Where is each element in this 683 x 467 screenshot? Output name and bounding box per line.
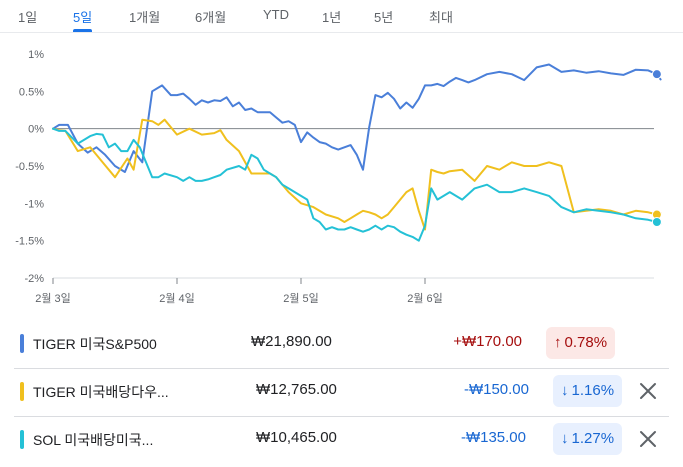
- active-tab-indicator: [73, 29, 93, 32]
- tab-5[interactable]: 1년: [322, 7, 341, 26]
- y-tick-label: 0%: [28, 124, 44, 136]
- arrow-down-icon: ↓: [561, 430, 569, 447]
- close-icon-stroke: [640, 431, 656, 447]
- comparison-chart: 1% 0.5% 0% -0.5% -1% -1.5% -2% 2월 3일 2월 4일 2월 5일 2…: [0, 36, 683, 314]
- tab-label: 5일: [73, 10, 93, 25]
- x-tick-label: 2월 6일: [407, 291, 443, 305]
- y-tick-label: -2%: [24, 273, 44, 285]
- y-tick-label: -1%: [24, 198, 44, 210]
- arrow-up-icon: ↑: [554, 334, 562, 351]
- y-tick-label: -1.5%: [15, 236, 44, 248]
- tab-4[interactable]: YTD: [263, 7, 289, 22]
- row-divider: [14, 416, 669, 417]
- chart-svg: 1% 0.5% 0% -0.5% -1% -1.5% -2% 2월 3일 2월 4일 2월 5일 2…: [15, 49, 662, 305]
- holding-name: TIGER 미국배당다우...: [33, 384, 169, 400]
- x-tick-label: 2월 3일: [35, 291, 71, 305]
- percent-change-badge: ↓ 1.16%: [553, 375, 623, 407]
- remove-comparison-close-icon[interactable]: [635, 426, 661, 452]
- x-tick-label: 2월 4일: [159, 291, 195, 305]
- tab-label: 1년: [322, 10, 342, 25]
- holding-price: ₩10,465.00: [256, 429, 337, 446]
- arrow-down-icon: ↓: [561, 382, 569, 399]
- percent-value: 1.16%: [571, 382, 615, 399]
- tab-label: 5년: [374, 10, 394, 25]
- percent-change-badge: ↑ 0.78%: [546, 327, 616, 359]
- tab-divider: [0, 32, 683, 33]
- y-tick-label: -0.5%: [15, 161, 44, 173]
- holding-row[interactable]: TIGER 미국배당다우... ₩12,765.00 -₩150.00 ↓ 1.16%: [0, 368, 683, 415]
- tab-label: 1개월: [129, 10, 161, 25]
- holding-row[interactable]: SOL 미국배당미국... ₩10,465.00 -₩135.00 ↓ 1.27%: [0, 416, 683, 463]
- x-tick-label: 2월 5일: [283, 291, 319, 305]
- y-tick-label: 0.5%: [19, 86, 44, 98]
- remove-comparison-close-icon[interactable]: [635, 378, 661, 404]
- tab-6[interactable]: 5년: [374, 7, 393, 26]
- tab-label: 최대: [429, 10, 453, 25]
- percent-change-badge: ↓ 1.27%: [553, 423, 623, 455]
- holding-change: +₩170.00: [453, 333, 522, 350]
- percent-value: 0.78%: [564, 334, 608, 351]
- tab-1[interactable]: 5일: [73, 7, 93, 32]
- y-tick-label: 1%: [28, 49, 44, 61]
- close-icon-stroke: [640, 383, 656, 399]
- series-line-2: [52, 127, 662, 242]
- holding-name: TIGER 미국S&P500: [33, 336, 157, 352]
- percent-value: 1.27%: [571, 430, 615, 447]
- series-color-swatch: [20, 382, 24, 401]
- series-color-swatch: [20, 430, 24, 449]
- tab-2[interactable]: 1개월: [129, 7, 160, 26]
- tab-3[interactable]: 6개월: [195, 7, 226, 26]
- tab-label: 1일: [18, 10, 38, 25]
- series-end-marker-2: [651, 217, 662, 227]
- series-line-0: [52, 63, 662, 173]
- holding-price: ₩12,765.00: [256, 381, 337, 398]
- tab-label: 6개월: [195, 10, 227, 25]
- tab-label: YTD: [263, 7, 289, 22]
- series-color-swatch: [20, 334, 24, 353]
- row-divider: [14, 368, 669, 369]
- holding-change: -₩150.00: [463, 381, 529, 398]
- tab-0[interactable]: 1일: [18, 7, 37, 26]
- holding-price: ₩21,890.00: [251, 333, 332, 350]
- holding-row[interactable]: TIGER 미국S&P500 ₩21,890.00 +₩170.00 ↑ 0.78%: [0, 320, 683, 367]
- time-range-tabs: 1일 5일 1개월 6개월 YTD 1년 5년 최대: [0, 0, 683, 32]
- holding-change: -₩135.00: [460, 429, 526, 446]
- series-line-1: [52, 118, 662, 231]
- tab-7[interactable]: 최대: [429, 7, 453, 26]
- holding-name: SOL 미국배당미국...: [33, 432, 154, 448]
- series-end-marker-0: [651, 69, 662, 80]
